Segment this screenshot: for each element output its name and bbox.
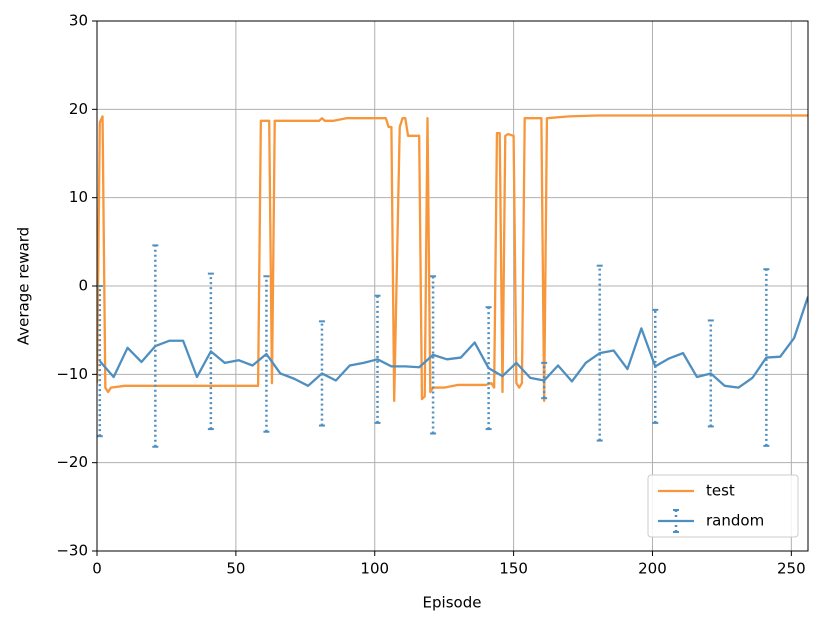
y-tick-label: −30 — [56, 542, 88, 560]
line-series — [98, 296, 808, 389]
x-tick-label: 150 — [499, 560, 528, 578]
x-axis-label: Episode — [423, 594, 482, 612]
y-tick-label: 30 — [69, 12, 88, 30]
error-bar — [263, 275, 270, 433]
error-bar — [318, 320, 325, 427]
legend-swatch — [658, 509, 694, 533]
x-tick-label: 50 — [226, 560, 245, 578]
error-bar — [374, 294, 381, 424]
error-bar — [541, 361, 548, 400]
x-tick-label: 0 — [92, 560, 102, 578]
error-bar — [596, 264, 603, 442]
x-tick-label: 250 — [777, 560, 806, 578]
plot-frame — [96, 20, 809, 552]
y-tick-label: 10 — [69, 188, 88, 206]
x-tick-label: 100 — [360, 560, 389, 578]
line-series — [97, 114, 808, 402]
y-tick-label: −20 — [56, 453, 88, 471]
error-bar — [707, 319, 714, 428]
legend-label: test — [706, 482, 735, 500]
y-axis-label: Average reward — [15, 227, 33, 345]
error-bar — [430, 275, 437, 435]
legend-label: random — [706, 512, 764, 530]
plot — [97, 114, 808, 448]
error-bar — [763, 268, 770, 447]
y-tick-label: 0 — [78, 277, 88, 295]
error-bar — [207, 272, 214, 431]
x-tick-label: 200 — [638, 560, 667, 578]
y-tick-label: 20 — [69, 100, 88, 118]
y-tick-label: −10 — [56, 365, 88, 383]
